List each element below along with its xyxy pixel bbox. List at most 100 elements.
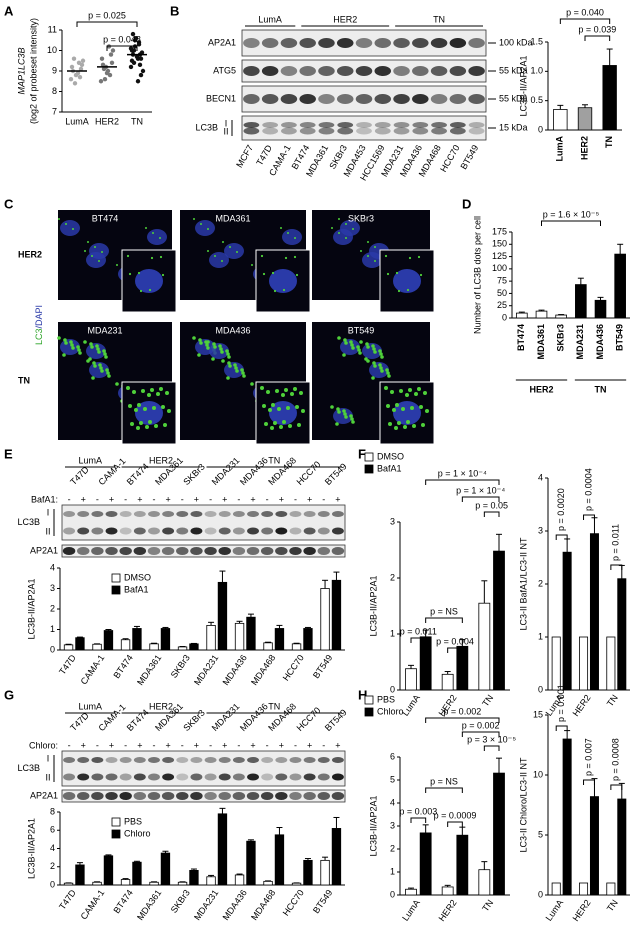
puncta	[57, 336, 61, 340]
band	[260, 547, 274, 555]
significance-bracket	[559, 18, 611, 24]
puncta	[260, 254, 264, 258]
cell-label: MDA436	[215, 325, 250, 335]
puncta	[399, 389, 403, 393]
puncta	[367, 241, 369, 243]
puncta	[212, 342, 216, 346]
y-tick-label: 25	[497, 300, 507, 310]
band	[303, 547, 316, 555]
band	[275, 792, 288, 800]
nucleus	[333, 229, 353, 245]
band	[331, 773, 344, 781]
bar	[478, 602, 491, 691]
band-form: I	[225, 118, 228, 128]
puncta	[401, 407, 405, 411]
puncta	[287, 232, 289, 234]
band	[318, 122, 335, 128]
band	[393, 38, 410, 48]
p-value: p = 3 × 10⁻⁵	[467, 734, 516, 744]
puncta	[373, 364, 377, 368]
band	[299, 38, 316, 48]
band	[261, 527, 274, 535]
cell-label: MDA231	[87, 325, 122, 335]
band	[468, 38, 485, 48]
band	[105, 527, 118, 535]
puncta	[106, 371, 110, 375]
y-tick-label: 1	[50, 624, 55, 634]
puncta	[159, 255, 163, 259]
band	[275, 757, 288, 763]
y-tick-label: 0	[538, 124, 543, 134]
puncta	[367, 255, 369, 257]
band	[289, 757, 302, 763]
bar	[606, 882, 616, 896]
nucleus	[393, 401, 421, 425]
treatment-label: BafA1:	[31, 494, 58, 504]
legend-label: DMSO	[377, 451, 404, 461]
p-value: p = 0.002	[443, 706, 481, 716]
band	[133, 773, 146, 781]
puncta	[374, 260, 376, 262]
y-tick-label: 1.0	[530, 66, 543, 76]
puncta	[262, 272, 266, 276]
data-point	[129, 58, 135, 63]
data-point	[80, 58, 86, 63]
puncta	[148, 288, 152, 292]
puncta	[100, 369, 104, 373]
group-label: TN	[433, 14, 445, 24]
band	[449, 122, 466, 128]
band	[204, 527, 217, 535]
puncta	[92, 361, 96, 365]
band	[91, 511, 104, 517]
nucleus	[60, 220, 80, 236]
band	[318, 127, 335, 135]
puncta	[137, 271, 141, 275]
y-axis-label: LC3B-II/AP2A1	[368, 575, 378, 636]
group-label: HER2	[149, 455, 173, 465]
p-value: p = 0.040	[566, 7, 604, 17]
treatment-sign: -	[68, 740, 71, 750]
band	[393, 66, 410, 76]
puncta	[290, 392, 294, 396]
band	[77, 757, 90, 763]
cell-label: SKBr3	[348, 213, 374, 223]
puncta	[200, 223, 202, 225]
puncta	[410, 406, 414, 410]
band	[133, 527, 146, 535]
y-tick-label: 0	[50, 644, 55, 654]
bar	[303, 859, 313, 886]
band	[412, 122, 429, 128]
significance-bracket	[610, 784, 623, 790]
treatment-sign: -	[237, 740, 240, 750]
y-axis-label: Number of LC3B dots per cell	[472, 216, 482, 334]
bar	[75, 864, 85, 886]
bar	[246, 616, 256, 651]
group-label: LumA	[79, 701, 103, 711]
band	[280, 38, 298, 48]
band	[247, 511, 259, 517]
y-axis-label: LC3-II Chloro/LC3-II NT	[518, 757, 528, 853]
band	[218, 527, 231, 535]
band	[317, 773, 330, 781]
band	[262, 122, 279, 128]
blot-strip	[61, 504, 346, 541]
band	[204, 511, 217, 517]
puncta	[71, 346, 75, 350]
y-tick-label: 0	[502, 312, 507, 322]
band	[317, 757, 330, 763]
puncta	[266, 390, 270, 394]
p-value: p = 0.0009	[434, 810, 477, 820]
nucleus	[362, 252, 382, 268]
band	[91, 757, 104, 763]
puncta	[161, 405, 165, 409]
band	[119, 757, 132, 763]
legend-label: PBS	[377, 694, 395, 704]
band	[119, 547, 132, 555]
band	[393, 122, 410, 128]
channel-lc3: LC3	[34, 329, 44, 346]
y-axis-label: (log2 of probeset intensity)	[28, 18, 38, 124]
bar	[189, 870, 199, 886]
row-label: TN	[18, 375, 30, 385]
puncta	[235, 369, 239, 373]
puncta	[279, 425, 283, 429]
